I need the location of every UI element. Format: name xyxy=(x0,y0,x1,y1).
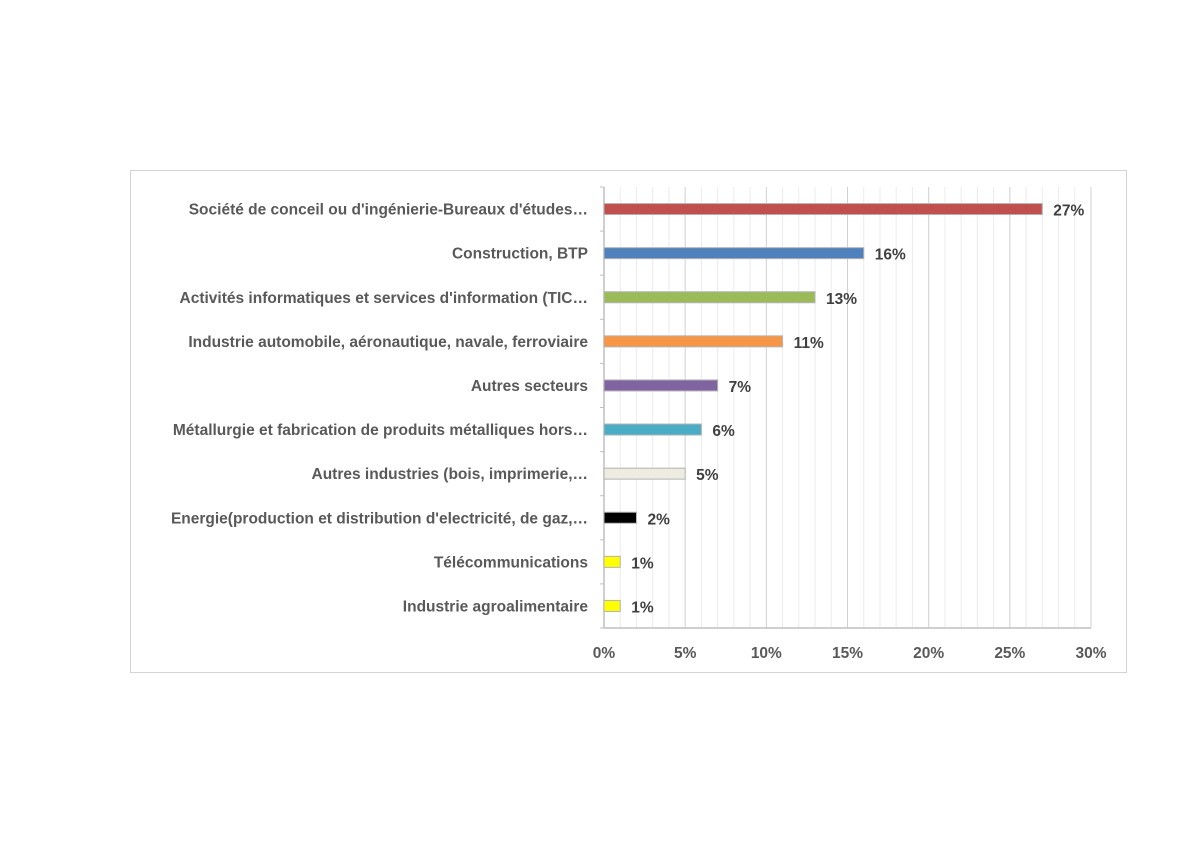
chart-frame: Société de conceil ou d'ingénierie-Burea… xyxy=(130,170,1127,673)
bar xyxy=(603,555,621,568)
x-tick-label: 25% xyxy=(994,645,1025,662)
category-label: Télécommunications xyxy=(434,554,588,571)
bar xyxy=(603,335,784,348)
x-tick-label: 30% xyxy=(1075,645,1106,662)
bar xyxy=(603,379,719,392)
x-tick-label: 20% xyxy=(913,645,944,662)
data-label: 1% xyxy=(631,555,654,572)
data-label: 16% xyxy=(875,247,906,264)
category-label: Energie(production et distribution d'ele… xyxy=(171,510,588,527)
bar xyxy=(603,467,686,480)
category-labels: Société de conceil ou d'ingénierie-Burea… xyxy=(171,202,588,616)
data-label: 13% xyxy=(826,291,857,308)
bar xyxy=(603,247,865,260)
category-label: Autres secteurs xyxy=(471,378,588,395)
data-label: 6% xyxy=(712,423,735,440)
data-label: 2% xyxy=(647,511,670,528)
category-label: Société de conceil ou d'ingénierie-Burea… xyxy=(189,202,588,219)
bar xyxy=(603,291,816,304)
data-labels: 27% 16% 13% 11% 7% 6% 5% 2% 1% 1% xyxy=(631,203,1084,617)
data-label: 27% xyxy=(1053,203,1084,220)
category-label: Construction, BTP xyxy=(452,246,588,263)
data-label: 11% xyxy=(794,335,824,352)
grid-lines xyxy=(619,187,1092,628)
x-tick-label: 15% xyxy=(832,645,863,662)
bar xyxy=(603,511,637,524)
data-label: 5% xyxy=(696,467,719,484)
bar xyxy=(603,599,621,612)
x-tick-label: 5% xyxy=(674,645,697,662)
bar-chart: Société de conceil ou d'ingénierie-Burea… xyxy=(171,186,1107,662)
category-label: Industrie automobile, aéronautique, nava… xyxy=(188,334,588,351)
x-tick-label: 10% xyxy=(751,645,782,662)
x-tick-label: 0% xyxy=(593,645,616,662)
axes xyxy=(600,186,1091,629)
category-label: Industrie agroalimentaire xyxy=(403,598,589,615)
bar xyxy=(603,203,1043,216)
category-label: Autres industries (bois, imprimerie,… xyxy=(312,466,588,483)
x-tick-labels: 0% 5% 10% 15% 20% 25% 30% xyxy=(593,645,1107,662)
category-label: Métallurgie et fabrication de produits m… xyxy=(173,422,588,439)
data-label: 7% xyxy=(729,379,752,396)
bar xyxy=(603,423,702,436)
data-label: 1% xyxy=(631,599,654,616)
bars xyxy=(603,203,1043,612)
category-label: Activités informatiques et services d'in… xyxy=(180,290,589,307)
